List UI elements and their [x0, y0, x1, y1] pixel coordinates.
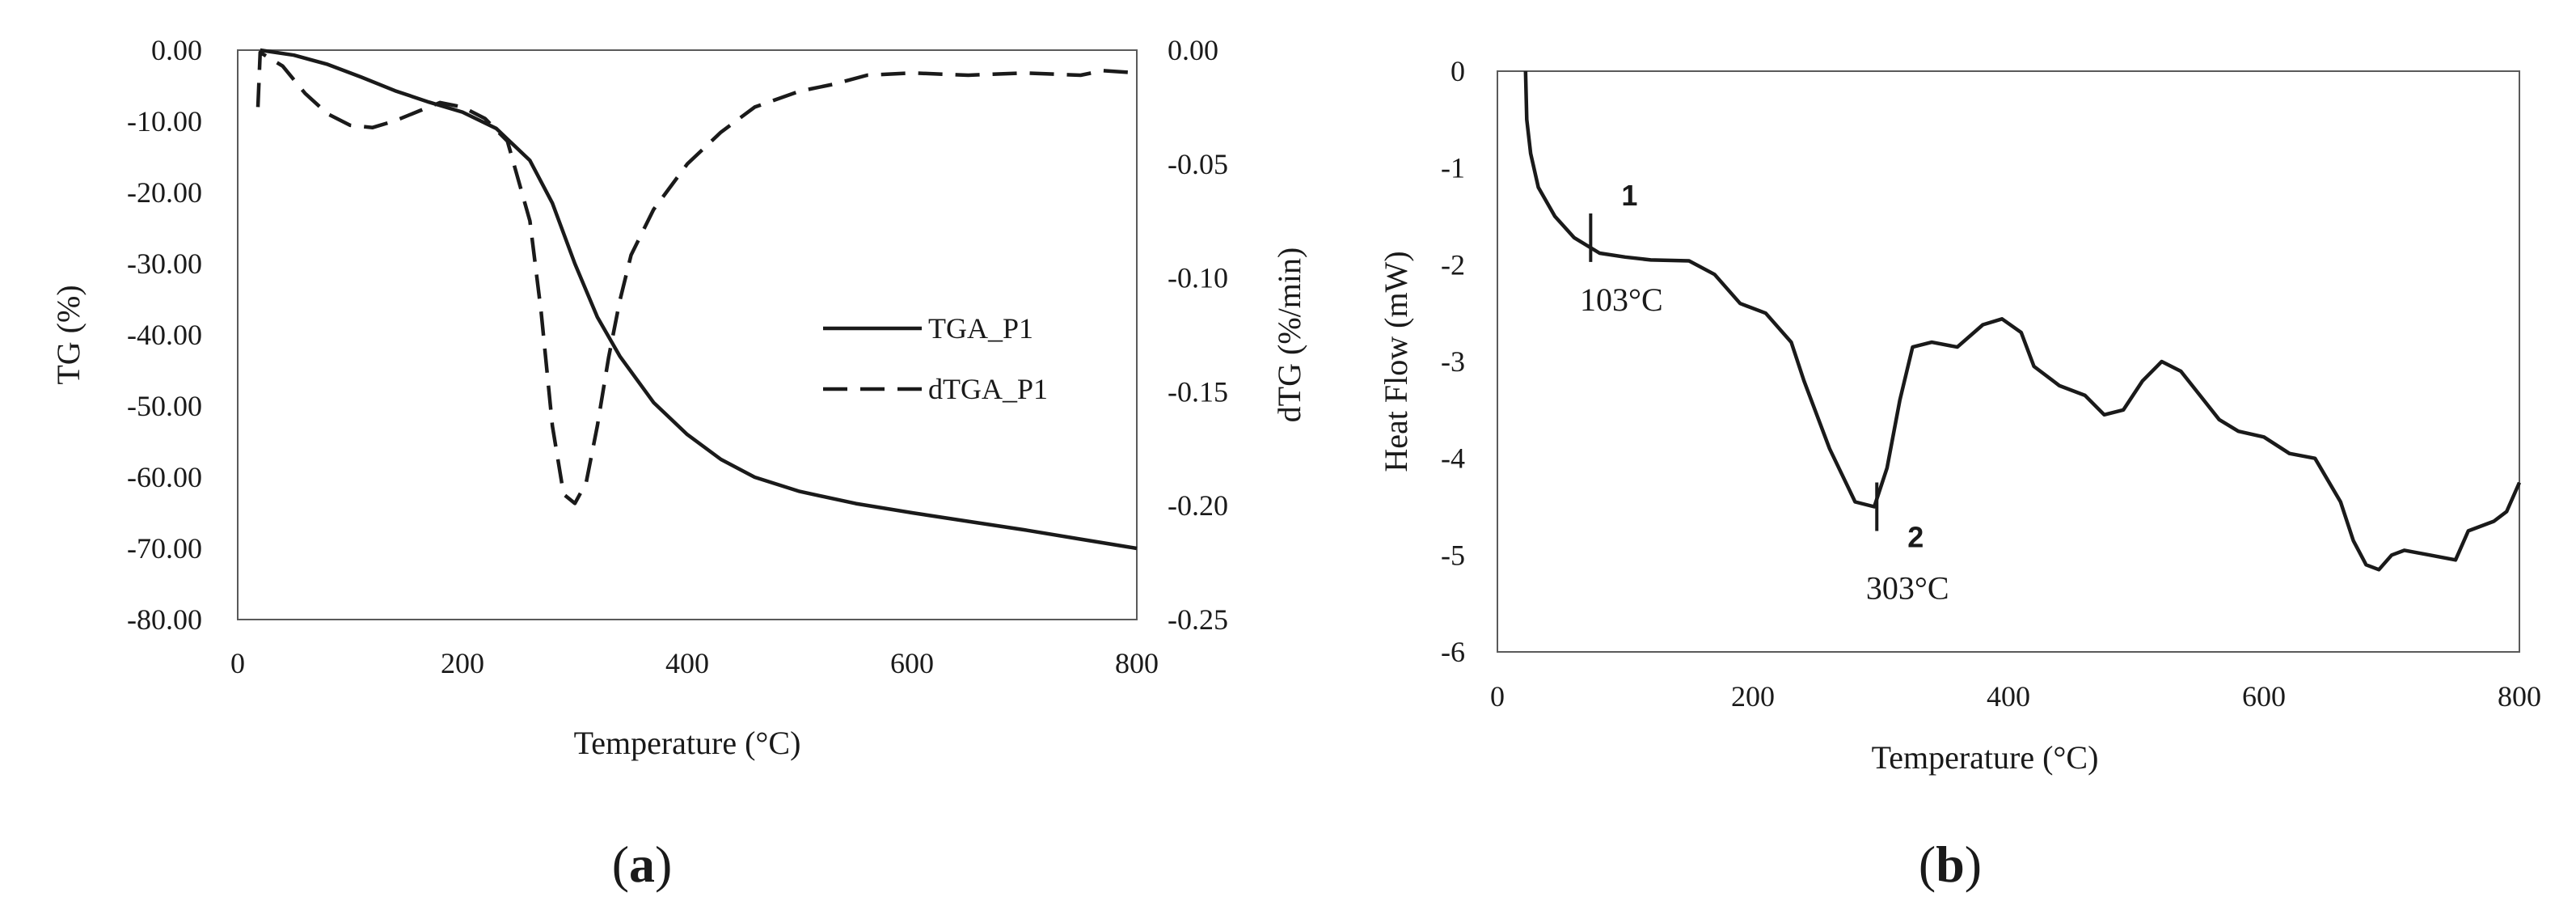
panel-b-dsc-chart: 0 200 400 600 800 0 -1 -2 -3 -4 -5 -6 1 103°C 2 303°C… [1378, 55, 2541, 893]
series-line-heat-flow [1523, 70, 2522, 572]
y-tick-label: 0.00 [151, 34, 202, 66]
y-tick-label: -10.00 [127, 105, 202, 137]
y-tick-label: -2 [1441, 248, 1465, 281]
y2-tick-label: -0.05 [1168, 148, 1228, 180]
x-tick-label: 0 [230, 647, 245, 679]
x-tick-label: 600 [2242, 680, 2286, 713]
y-tick-label: -4 [1441, 442, 1465, 475]
x-tick-label: 400 [1987, 680, 2030, 713]
y2-tick-label: -0.10 [1168, 262, 1228, 294]
y-tick-label: -70.00 [127, 532, 202, 565]
plot-area-frame [1497, 70, 2520, 653]
x-tick-label: 200 [1731, 680, 1775, 713]
x-tick-label: 800 [2498, 680, 2541, 713]
y2-tick-label: -0.25 [1168, 603, 1228, 636]
y2-axis-title: dTG (%/min) [1271, 247, 1307, 423]
panel-label-b: (b) [1919, 836, 1982, 893]
x-axis-title: Temperature (°C) [574, 725, 801, 761]
legend: TGA_P1 dTGA_P1 [823, 312, 1048, 405]
y-tick-label: -60.00 [127, 461, 202, 493]
x-axis-ticks: 0 200 400 600 800 [1490, 680, 2541, 713]
x-tick-label: 600 [890, 647, 934, 679]
y-tick-label: -80.00 [127, 603, 202, 636]
series-line-dtga-p1 [255, 50, 1138, 506]
y-axis-ticks: 0 -1 -2 -3 -4 -5 -6 [1441, 55, 1465, 668]
series-group [1523, 70, 2522, 572]
annotation-label: 303°C [1866, 570, 1949, 607]
y2-tick-label: 0.00 [1168, 34, 1218, 66]
panel-a-tga-chart: 0 200 400 600 800 0.00 -10.00 -20.00 -30.00 -40.… [50, 34, 1307, 893]
y-axis-title: TG (%) [50, 285, 87, 384]
y-tick-label: -50.00 [127, 390, 202, 422]
series-group [255, 48, 1138, 551]
annotation-label: 103°C [1580, 281, 1663, 318]
y-tick-label: -40.00 [127, 319, 202, 351]
legend-label-tga: TGA_P1 [928, 312, 1033, 345]
y-tick-label: -5 [1441, 539, 1465, 571]
y-axis-title: Heat Flow (mW) [1378, 251, 1414, 472]
plot-area-frame [237, 49, 1138, 620]
y-axis-ticks: 0.00 -10.00 -20.00 -30.00 -40.00 -50.00 -60.00… [127, 34, 202, 636]
y-tick-label: -30.00 [127, 247, 202, 280]
y-tick-label: -3 [1441, 345, 1465, 378]
x-tick-label: 0 [1490, 680, 1505, 713]
y2-tick-label: -0.15 [1168, 375, 1228, 408]
legend-label-dtga: dTGA_P1 [928, 373, 1048, 405]
y-tick-label: -6 [1441, 636, 1465, 668]
series-line-tga-p1 [260, 48, 1138, 551]
x-tick-label: 800 [1115, 647, 1159, 679]
y2-tick-label: -0.20 [1168, 489, 1228, 522]
annotation-number: 1 [1621, 179, 1637, 212]
x-axis-ticks: 0 200 400 600 800 [230, 647, 1159, 679]
x-tick-label: 400 [665, 647, 709, 679]
panel-label-a: (a) [612, 836, 673, 893]
y-tick-label: 0 [1451, 55, 1465, 87]
y2-axis-ticks: 0.00 -0.05 -0.10 -0.15 -0.20 -0.25 [1168, 34, 1228, 636]
y-tick-label: -20.00 [127, 176, 202, 209]
annotations: 1 103°C 2 303°C [1580, 179, 1949, 607]
x-tick-label: 200 [441, 647, 484, 679]
annotation-number: 2 [1907, 521, 1924, 554]
x-axis-title: Temperature (°C) [1872, 739, 2099, 776]
y-tick-label: -1 [1441, 152, 1465, 184]
